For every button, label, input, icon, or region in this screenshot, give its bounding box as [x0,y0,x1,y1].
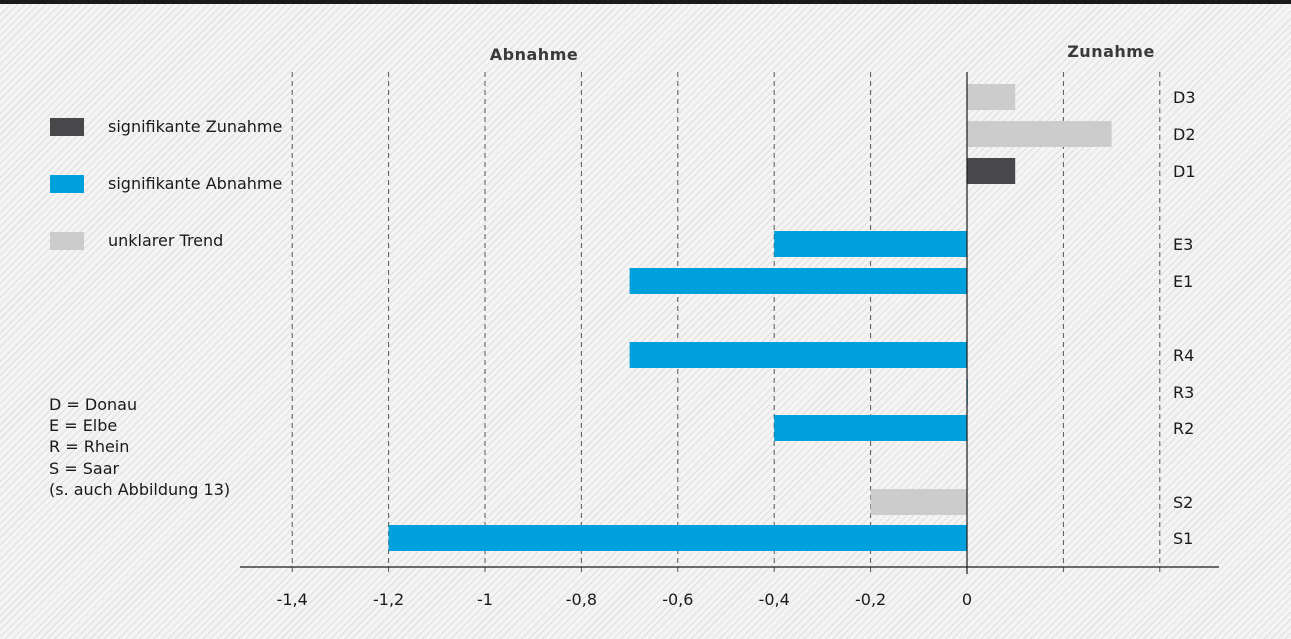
abbreviation-elbe: E = Elbe [49,416,118,436]
top-rule [0,0,1291,4]
x-tick-label: 0 [962,590,972,609]
bars [388,84,1112,551]
axes [240,72,1219,574]
bar-e3 [774,231,967,257]
row-label-d2: D2 [1173,125,1196,144]
abbreviation-rhein: R = Rhein [49,437,130,457]
row-label-r2: R2 [1173,419,1194,438]
abbreviation-saar: S = Saar [49,458,120,478]
x-tick-label: -1,2 [373,590,404,609]
x-tick-label: -1 [477,590,493,609]
abbreviation-donau: D = Donau [49,395,138,414]
bar-d1 [967,158,1016,184]
labels: -1,4 -1,2 -1 -0,8 -0,6 -0,4 -0,2 0 D3 D2 D1 E3 E1 R4 R… [277,88,1196,609]
legend-swatch-significant-increase [50,118,84,136]
row-label-e3: E3 [1173,235,1193,254]
legend-label-significant-increase: signifikante Zunahme [108,117,283,136]
row-label-d1: D1 [1173,162,1196,181]
x-tick-label: -1,4 [277,590,308,609]
region-label-increase: Zunahme [1067,42,1155,61]
bar-r4 [629,342,967,368]
row-label-r4: R4 [1173,346,1194,365]
x-tick-label: -0,2 [855,590,886,609]
legend-label-unclear-trend: unklarer Trend [108,231,224,250]
abbreviation-key: D = Donau E = Elbe R = Rhein S = Saar (s… [49,394,230,500]
region-label-decrease: Abnahme [490,45,578,64]
bar-s1 [388,525,968,551]
bar-d2 [967,121,1112,147]
bar-d3 [967,84,1016,110]
grid-lines [291,72,1161,574]
bar-r2 [774,415,967,441]
row-label-s1: S1 [1173,529,1193,548]
legend-swatch-unclear-trend [50,232,84,250]
row-label-s2: S2 [1173,493,1193,512]
row-label-e1: E1 [1173,272,1193,291]
legend-label-significant-decrease: signifikante Abnahme [108,174,283,193]
row-label-r3: R3 [1173,383,1194,402]
row-label-d3: D3 [1173,88,1196,107]
bar-e1 [629,268,967,294]
abbreviation-reference: (s. auch Abbildung 13) [49,479,231,499]
x-tick-label: -0,4 [759,590,790,609]
bar-s2 [870,489,967,515]
x-tick-label: -0,8 [566,590,597,609]
x-tick-label: -0,6 [662,590,693,609]
legend-swatch-significant-decrease [50,175,84,193]
